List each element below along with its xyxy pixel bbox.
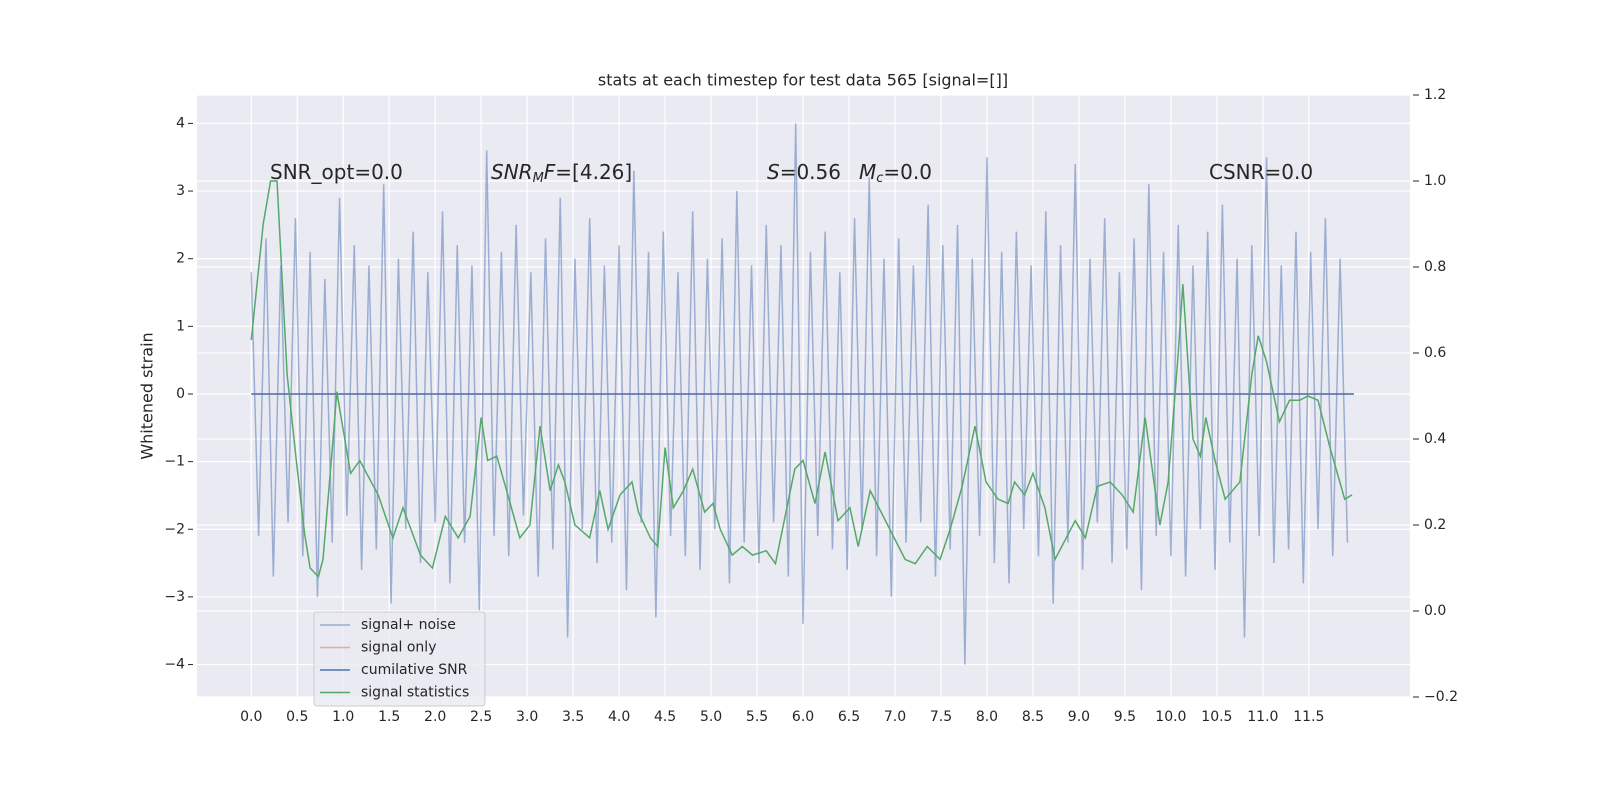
annotation-part: =[4.26] (555, 160, 632, 184)
series-line (250, 180, 1353, 579)
y-tick-label: 3 (176, 183, 185, 199)
chart-title: stats at each timestep for test data 565… (598, 71, 1008, 90)
y-tick-label: −3 (164, 589, 185, 605)
annotation: Mc=0.0 (859, 160, 932, 186)
y-tick-label: 4 (176, 115, 185, 131)
annotation-part: CSNR=0.0 (1209, 160, 1313, 184)
x-tick-label: 9.0 (1068, 709, 1090, 725)
x-tick-label: 1.0 (332, 709, 354, 725)
legend-label: signal statistics (361, 685, 469, 701)
y2-tick-label: 0.0 (1424, 603, 1446, 619)
x-tick-label: 1.5 (378, 709, 400, 725)
x-tick-label: 10.0 (1155, 709, 1186, 725)
y-tick-label: −2 (164, 521, 185, 537)
legend-frame (313, 611, 486, 707)
annotation: SNR_opt=0.0 (270, 160, 403, 184)
annotation-part: M (859, 160, 876, 184)
annotation-part: c (876, 171, 883, 186)
x-tick-label: 10.5 (1201, 709, 1232, 725)
y2-tick-label: 0.4 (1424, 431, 1446, 447)
y-tick-label: −4 (164, 657, 185, 673)
legend-label: signal+ noise (361, 617, 456, 633)
legend-label: cumilative SNR (361, 662, 468, 678)
y2-tick-label: −0.2 (1424, 689, 1458, 705)
annotation-part: SNR (491, 160, 533, 184)
series-line (250, 123, 1349, 665)
y2-tick-label: 0.2 (1424, 517, 1446, 533)
y2-tick-label: 0.8 (1424, 259, 1446, 275)
y2-tick-label: 1.2 (1424, 87, 1446, 103)
x-tick-label: 2.5 (470, 709, 492, 725)
x-tick-label: 6.0 (792, 709, 814, 725)
annotation-part: =0.56 (780, 160, 841, 184)
y-tick-label: −1 (164, 454, 185, 470)
annotation-part: M (533, 171, 544, 186)
legend: signal+ noise signal only cumilative SNR si… (313, 611, 486, 707)
x-tick-label: 2.0 (424, 709, 446, 725)
y2-tick-label: 0.6 (1424, 345, 1446, 361)
annotation-part: S (767, 160, 780, 184)
x-tick-label: 4.0 (608, 709, 630, 725)
x-tick-label: 4.5 (654, 709, 676, 725)
x-tick-label: 3.0 (516, 709, 538, 725)
annotation-part: =0.0 (883, 160, 932, 184)
x-tick-label: 8.5 (1022, 709, 1044, 725)
y2-tick-label: 1.0 (1424, 173, 1446, 189)
y-tick-label: 0 (176, 386, 185, 402)
x-tick-label: 0.5 (286, 709, 308, 725)
y-axis-label: Whitened strain (138, 332, 157, 459)
annotation-part: F (544, 160, 556, 184)
x-tick-label: 7.5 (930, 709, 952, 725)
y-tick-label: 1 (176, 318, 185, 334)
x-tick-label: 11.0 (1247, 709, 1278, 725)
annotation: SNRMF=[4.26] (491, 160, 632, 186)
annotation: S=0.56 (767, 160, 841, 184)
annotation: CSNR=0.0 (1209, 160, 1313, 184)
x-tick-label: 8.0 (976, 709, 998, 725)
x-tick-label: 9.5 (1114, 709, 1136, 725)
annotation-part: SNR_opt=0.0 (270, 160, 403, 184)
y-tick-label: 2 (176, 251, 185, 267)
x-tick-label: 5.5 (746, 709, 768, 725)
x-tick-label: 5.0 (700, 709, 722, 725)
x-tick-label: 0.0 (240, 709, 262, 725)
x-tick-label: 6.5 (838, 709, 860, 725)
x-tick-label: 3.5 (562, 709, 584, 725)
x-tick-label: 7.0 (884, 709, 906, 725)
legend-label: signal only (361, 640, 436, 656)
x-tick-label: 11.5 (1293, 709, 1324, 725)
